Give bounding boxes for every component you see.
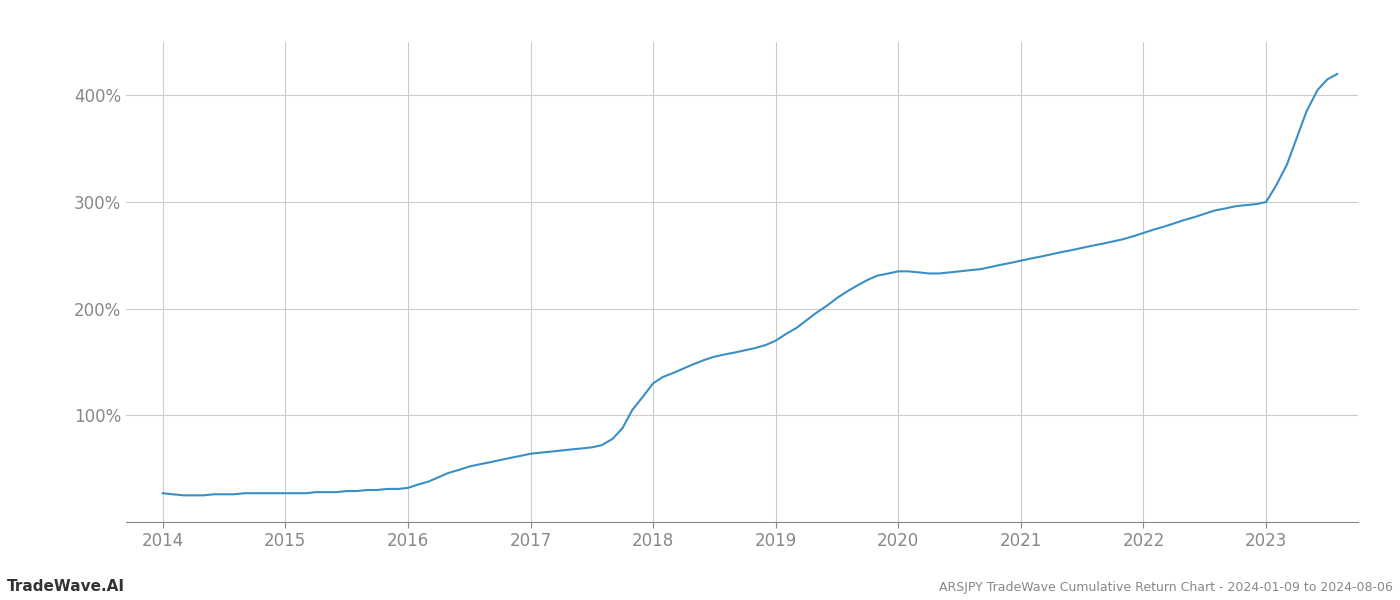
Text: ARSJPY TradeWave Cumulative Return Chart - 2024-01-09 to 2024-08-06: ARSJPY TradeWave Cumulative Return Chart…	[939, 581, 1393, 594]
Text: TradeWave.AI: TradeWave.AI	[7, 579, 125, 594]
